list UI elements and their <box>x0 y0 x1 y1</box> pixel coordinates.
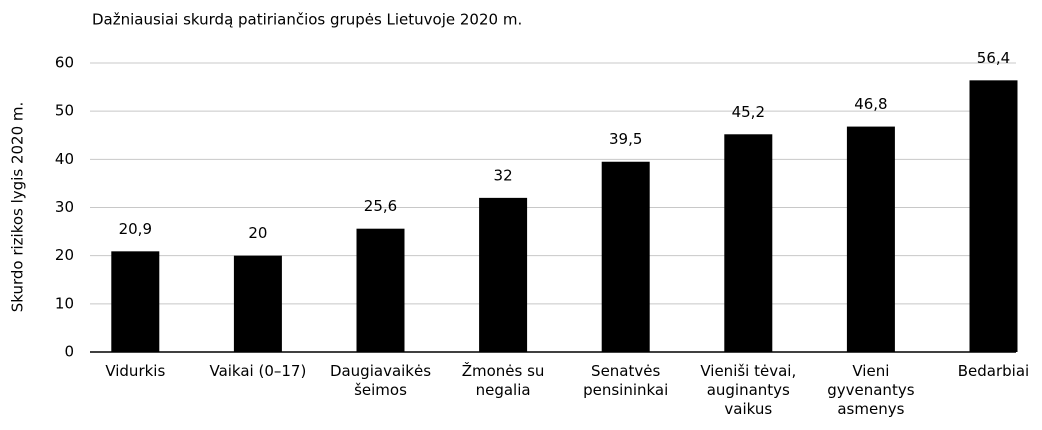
y-tick-label: 60 <box>55 54 74 72</box>
y-tick-label: 30 <box>55 198 74 216</box>
x-tick-label: Vaikai (0–17) <box>209 362 307 380</box>
bar <box>601 161 650 352</box>
y-axis-label: Skurdo rizikos lygis 2020 m. <box>9 102 27 313</box>
bar <box>969 80 1018 352</box>
y-tick-label: 40 <box>55 150 74 168</box>
bar <box>111 251 160 352</box>
x-tick-label: Bedarbiai <box>957 362 1030 380</box>
bar <box>724 134 773 352</box>
chart-title: Dažniausiai skurdą patiriančios grupės L… <box>92 11 522 29</box>
x-tick-label: Žmonės su negalia <box>461 362 545 399</box>
x-tick-label: Vieni gyvenantys asmenys <box>827 362 915 418</box>
x-tick-label: Vieniši tėvai, auginantys vaikus <box>700 362 797 418</box>
x-tick-label: Vidurkis <box>105 362 166 380</box>
y-tick-label: 10 <box>55 294 74 312</box>
bar <box>479 197 528 352</box>
bar <box>846 126 895 352</box>
data-label: 56,4 <box>977 49 1010 67</box>
data-label: 20,9 <box>119 220 152 238</box>
y-tick-label: 20 <box>55 246 74 264</box>
data-label: 25,6 <box>364 197 397 215</box>
data-label: 46,8 <box>854 95 887 113</box>
data-label: 32 <box>494 166 513 184</box>
y-tick-label: 50 <box>55 102 74 120</box>
data-label: 45,2 <box>732 103 765 121</box>
x-tick-label: Senatvės pensininkai <box>583 362 669 399</box>
bar <box>356 228 405 352</box>
y-tick-label: 0 <box>64 343 74 361</box>
bar <box>233 255 282 352</box>
data-label: 20 <box>248 224 267 242</box>
x-tick-label: Daugiavaikės šeimos <box>329 362 432 399</box>
data-label: 39,5 <box>609 130 642 148</box>
